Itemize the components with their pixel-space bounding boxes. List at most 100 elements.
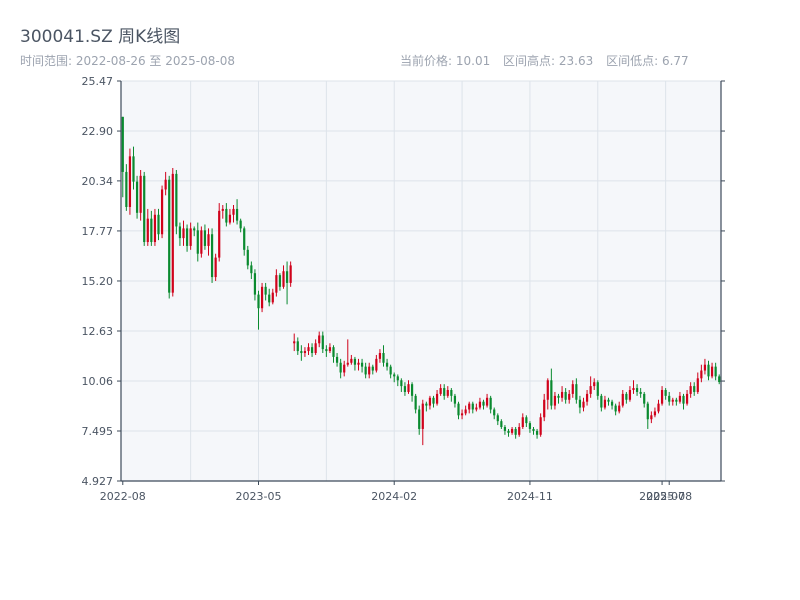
candle-body [471, 403, 474, 410]
candle [603, 395, 607, 410]
candle-body [385, 362, 389, 367]
candle [260, 282, 264, 313]
candle-body [643, 393, 646, 404]
candle [560, 386, 564, 402]
candle-body [578, 399, 582, 408]
grid-lines [121, 80, 721, 482]
candle [614, 403, 617, 416]
candle [543, 393, 546, 422]
candle-body [514, 428, 517, 435]
candle [450, 388, 453, 402]
candle-body [685, 393, 689, 404]
candle [421, 399, 424, 446]
candle [250, 261, 253, 280]
candle [296, 337, 299, 355]
candle [646, 401, 649, 429]
candle [139, 169, 142, 221]
candle-body [407, 384, 410, 392]
candle [521, 413, 524, 429]
candle [568, 390, 571, 404]
candle-body [439, 388, 442, 394]
candle [243, 226, 246, 256]
candle [371, 364, 374, 375]
candle-body [303, 351, 307, 354]
candle-body [164, 179, 167, 190]
candle-body [575, 384, 578, 400]
candle [682, 393, 685, 410]
y-tick-label: 7.495 [82, 425, 114, 438]
candle [328, 343, 332, 354]
candle [510, 427, 514, 435]
candle-body [353, 358, 357, 365]
candle [168, 175, 171, 299]
candle [360, 358, 364, 373]
y-tick-label: 10.06 [82, 375, 114, 388]
candle [389, 364, 392, 379]
candle [385, 358, 389, 371]
candle-body [382, 353, 385, 363]
candle-body [582, 401, 585, 408]
candle [596, 380, 599, 400]
candle [589, 376, 592, 398]
candle [675, 397, 678, 406]
candle [378, 349, 382, 363]
candle [285, 261, 289, 305]
candle [539, 413, 542, 437]
candle [718, 374, 721, 385]
candle-body [418, 409, 421, 429]
candle-body [243, 228, 246, 250]
candle [471, 401, 474, 414]
candle-body [375, 358, 378, 371]
candle-body [157, 214, 160, 235]
candle [657, 399, 660, 414]
candle [610, 399, 614, 410]
candle-body [318, 335, 321, 344]
candle-body [628, 390, 632, 400]
candle [335, 353, 339, 367]
candle-body [310, 347, 314, 354]
y-tick-label: 12.63 [82, 325, 114, 338]
candle [125, 164, 128, 211]
candle-body [275, 275, 278, 293]
candle-body [132, 156, 135, 182]
candle [653, 407, 657, 418]
candle-body [285, 271, 289, 283]
candle [150, 210, 153, 246]
candle [500, 419, 503, 429]
candle-body [635, 388, 639, 392]
candle [221, 205, 224, 219]
candle [214, 253, 217, 281]
candle [435, 390, 439, 406]
candle-body [225, 208, 228, 223]
candle-body [235, 208, 239, 221]
current-price: 当前价格: 10.01 [400, 54, 491, 68]
candle [314, 339, 317, 355]
candle [453, 393, 457, 408]
candle [485, 393, 489, 408]
candle [239, 218, 242, 233]
candle [571, 380, 574, 398]
candle [160, 185, 164, 239]
candle-body [214, 257, 217, 278]
candle-body [360, 362, 364, 367]
candle [710, 362, 714, 379]
y-tick-label: 15.20 [82, 275, 114, 288]
candle-body [485, 397, 489, 406]
candle-body [325, 349, 328, 352]
candle [282, 265, 285, 289]
candle [660, 386, 664, 406]
candle [382, 345, 385, 367]
candle-body [543, 399, 546, 418]
candle-body [468, 403, 471, 410]
candle [307, 343, 310, 355]
candle [396, 374, 399, 387]
candle [475, 403, 478, 412]
candle-body [246, 249, 249, 266]
candle-body [464, 409, 467, 414]
candle-body [568, 393, 571, 400]
candle-body [678, 395, 682, 402]
candle-body [307, 347, 310, 352]
candle-body [196, 230, 199, 254]
candle-body [150, 218, 153, 243]
candles [121, 116, 721, 446]
